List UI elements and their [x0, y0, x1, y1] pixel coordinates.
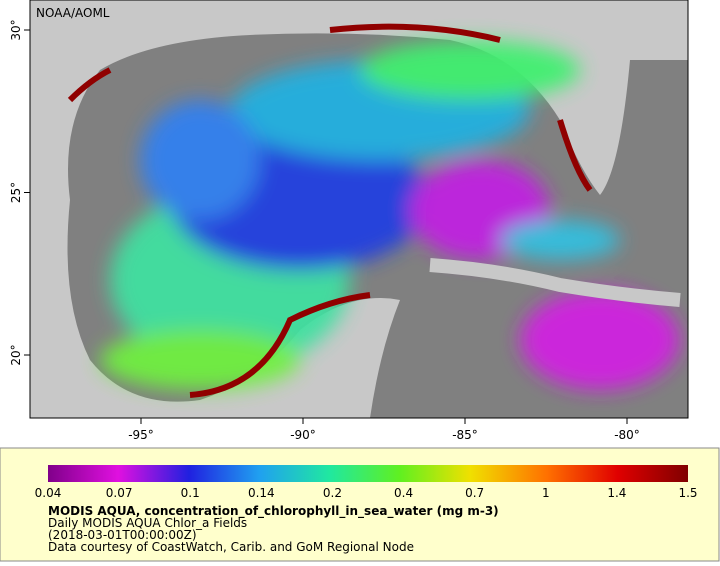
colorbar-label: 1.5 [678, 486, 697, 500]
colorbar-label: 1.4 [607, 486, 626, 500]
lon-label: -85° [452, 428, 478, 442]
coastal-bloom [67, 23, 593, 398]
caption-line: Daily MODIS AQUA Chlor_a Fields [48, 516, 247, 530]
lon-label: -90° [290, 428, 316, 442]
map-frame [29, 0, 689, 419]
lat-label: 25° [9, 182, 23, 203]
colorbar-label: 0.07 [106, 486, 133, 500]
cuba [429, 258, 681, 307]
colorbar-label: 0.7 [465, 486, 484, 500]
caption-line: Data courtesy of CoastWatch, Carib. and … [48, 540, 414, 554]
caption-line: (2018-03-01T00:00:00Z) [48, 528, 197, 542]
credit: NOAA/AOML [36, 6, 110, 20]
map-area [30, 0, 688, 418]
colorbar-label: 0.4 [394, 486, 413, 500]
lat-label: 30° [9, 19, 23, 40]
caption-lines: Daily MODIS AQUA Chlor_a Fields(2018-03-… [48, 516, 414, 554]
colorbar-label: 1 [542, 486, 550, 500]
lon-label: -80° [614, 428, 640, 442]
colorbar-label: 0.04 [35, 486, 62, 500]
lat-label: 20° [9, 344, 23, 365]
colorbar [48, 465, 688, 482]
colorbar-label: 0.14 [248, 486, 275, 500]
caption-title: MODIS AQUA, concentration_of_chlorophyll… [48, 504, 499, 519]
lon-label: -95° [128, 428, 154, 442]
colorbar-label: 0.1 [181, 486, 200, 500]
colorbar-label: 0.2 [323, 486, 342, 500]
lat-axis: 30° 25° 20° [9, 19, 30, 366]
lon-axis: -95° -90° -85° -80° [128, 418, 640, 442]
colorbar-labels: 0.04 0.07 0.1 0.14 0.2 0.4 0.7 1 1.4 1.5 [35, 486, 698, 500]
